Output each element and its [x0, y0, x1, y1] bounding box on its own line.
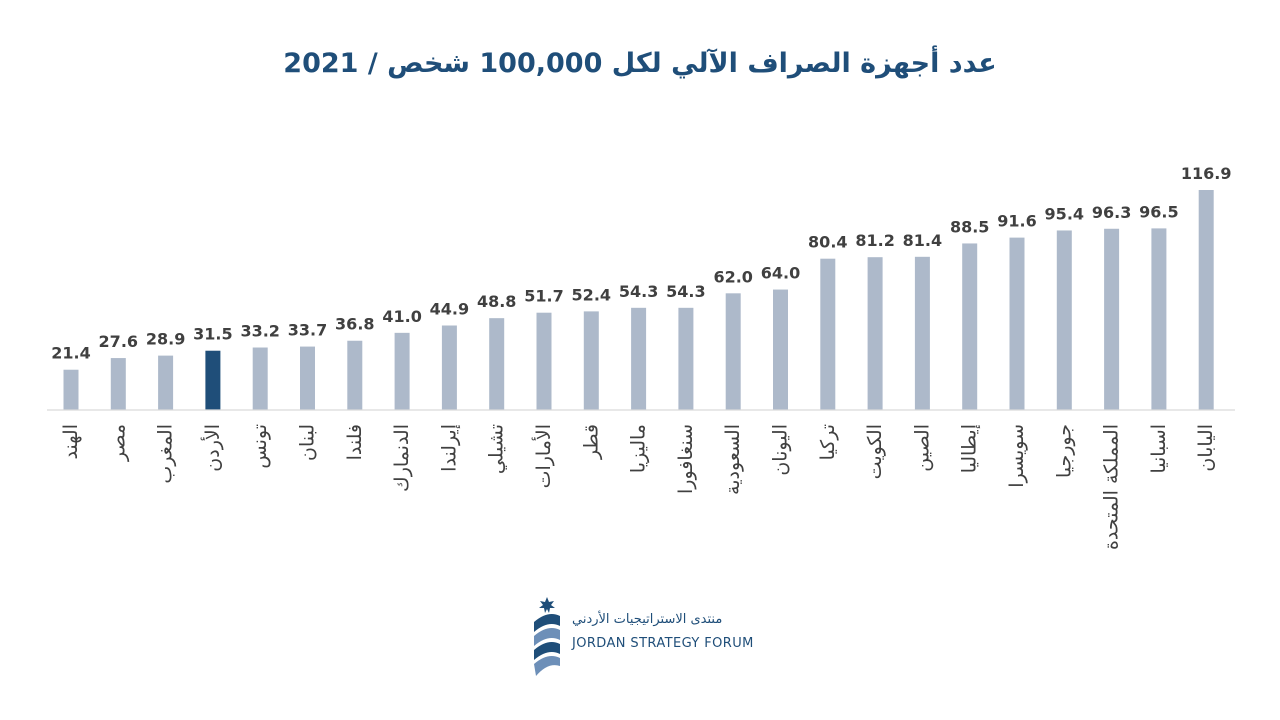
bar-20 — [1009, 237, 1025, 410]
value-label-4: 33.2 — [240, 322, 279, 341]
bars-group — [63, 190, 1214, 410]
bar-14 — [725, 293, 741, 410]
logo-english-name: JORDAN STRATEGY FORUM — [572, 636, 754, 651]
bar-15 — [773, 289, 788, 410]
category-labels-group: الهند مصر المغرب الأردن تونس لبنان فلندا الدنما… — [60, 424, 1217, 550]
bar-18 — [914, 256, 930, 410]
bar-7 — [394, 332, 410, 410]
bar-0 — [63, 369, 79, 410]
bar-5 — [300, 346, 315, 410]
category-label-20: سويسرا — [1006, 424, 1028, 488]
value-label-18: 81.4 — [903, 231, 942, 250]
chart-title: عدد أجهزة الصراف الآلي لكل 100,000 شخص /… — [283, 48, 997, 79]
bar-21 — [1056, 230, 1072, 410]
bar-4 — [252, 347, 268, 410]
bar-17 — [867, 257, 883, 410]
category-label-23: اسبانيا — [1148, 424, 1170, 474]
bar-13 — [678, 307, 694, 410]
category-label-21: جورجيا — [1053, 424, 1075, 478]
logo-arabic-name: منتدى الاستراتيجيات الأردني — [572, 612, 723, 627]
category-label-4: تونس — [249, 424, 271, 469]
category-label-2: المغرب — [155, 424, 177, 484]
bar-9 — [489, 318, 505, 410]
value-label-22: 96.3 — [1092, 203, 1131, 222]
category-label-0: الهند — [60, 424, 82, 460]
value-label-17: 81.2 — [855, 231, 894, 250]
bar-24 — [1198, 190, 1214, 410]
category-label-22: المملكة المتحدة — [1101, 424, 1123, 550]
category-label-19: إيطاليا — [959, 424, 982, 473]
value-labels-group: 21.4 27.6 28.9 31.5 33.2 33.7 36.8 41.0 44.9 48.8… — [51, 164, 1231, 363]
category-label-10: الأمارات — [532, 424, 555, 488]
category-label-9: تشيلي — [486, 424, 508, 474]
category-label-6: فلندا — [344, 424, 366, 460]
value-label-11: 52.4 — [572, 285, 611, 304]
bar-6 — [347, 340, 363, 410]
category-label-16: تركيا — [817, 424, 839, 460]
category-label-24: اليابان — [1195, 424, 1217, 472]
value-label-5: 33.7 — [288, 321, 327, 340]
value-label-8: 44.9 — [430, 300, 469, 319]
value-label-7: 41.0 — [382, 307, 421, 326]
value-label-23: 96.5 — [1139, 202, 1178, 221]
value-label-16: 80.4 — [808, 233, 847, 252]
category-label-17: الكويت — [864, 424, 886, 479]
bar-19 — [962, 243, 978, 410]
category-label-3: الأردن — [201, 424, 224, 472]
value-label-6: 36.8 — [335, 315, 374, 334]
category-label-13: سنغافورا — [675, 424, 697, 494]
bar-23 — [1151, 228, 1167, 410]
bar-22 — [1104, 228, 1120, 410]
bar-16 — [820, 258, 836, 410]
value-label-9: 48.8 — [477, 292, 516, 311]
category-label-15: اليونان — [770, 424, 792, 476]
category-label-5: لبنان — [297, 424, 319, 461]
bar-2 — [158, 355, 174, 410]
value-label-14: 62.0 — [713, 267, 752, 286]
jordan-strategy-forum-emblem-icon — [534, 597, 560, 676]
category-label-11: قطر — [580, 424, 602, 460]
category-label-7: الدنمارك — [391, 424, 413, 492]
bar-12 — [631, 307, 647, 410]
bar-11 — [583, 311, 599, 410]
bar-1 — [110, 358, 126, 410]
category-label-12: ماليزيا — [628, 424, 650, 473]
value-label-10: 51.7 — [524, 287, 563, 306]
jordan-strategy-forum-logo: منتدى الاستراتيجيات الأردني JORDAN STRAT… — [530, 596, 770, 680]
value-label-1: 27.6 — [99, 332, 138, 351]
category-label-18: الصين — [911, 424, 933, 472]
value-label-0: 21.4 — [51, 344, 90, 363]
bar-10 — [536, 312, 552, 410]
value-label-19: 88.5 — [950, 217, 989, 236]
bar-8 — [441, 325, 457, 410]
value-label-2: 28.9 — [146, 330, 185, 349]
category-label-1: مصر — [107, 424, 129, 462]
category-label-8: إيرلندا — [438, 424, 461, 472]
value-label-12: 54.3 — [619, 282, 658, 301]
value-label-24: 116.9 — [1181, 164, 1232, 183]
category-label-14: السعودية — [722, 424, 744, 495]
value-label-13: 54.3 — [666, 282, 705, 301]
value-label-20: 91.6 — [997, 212, 1036, 231]
value-label-21: 95.4 — [1045, 204, 1084, 223]
value-label-3: 31.5 — [193, 325, 232, 344]
value-label-15: 64.0 — [761, 264, 800, 283]
bar-3 — [205, 350, 221, 410]
